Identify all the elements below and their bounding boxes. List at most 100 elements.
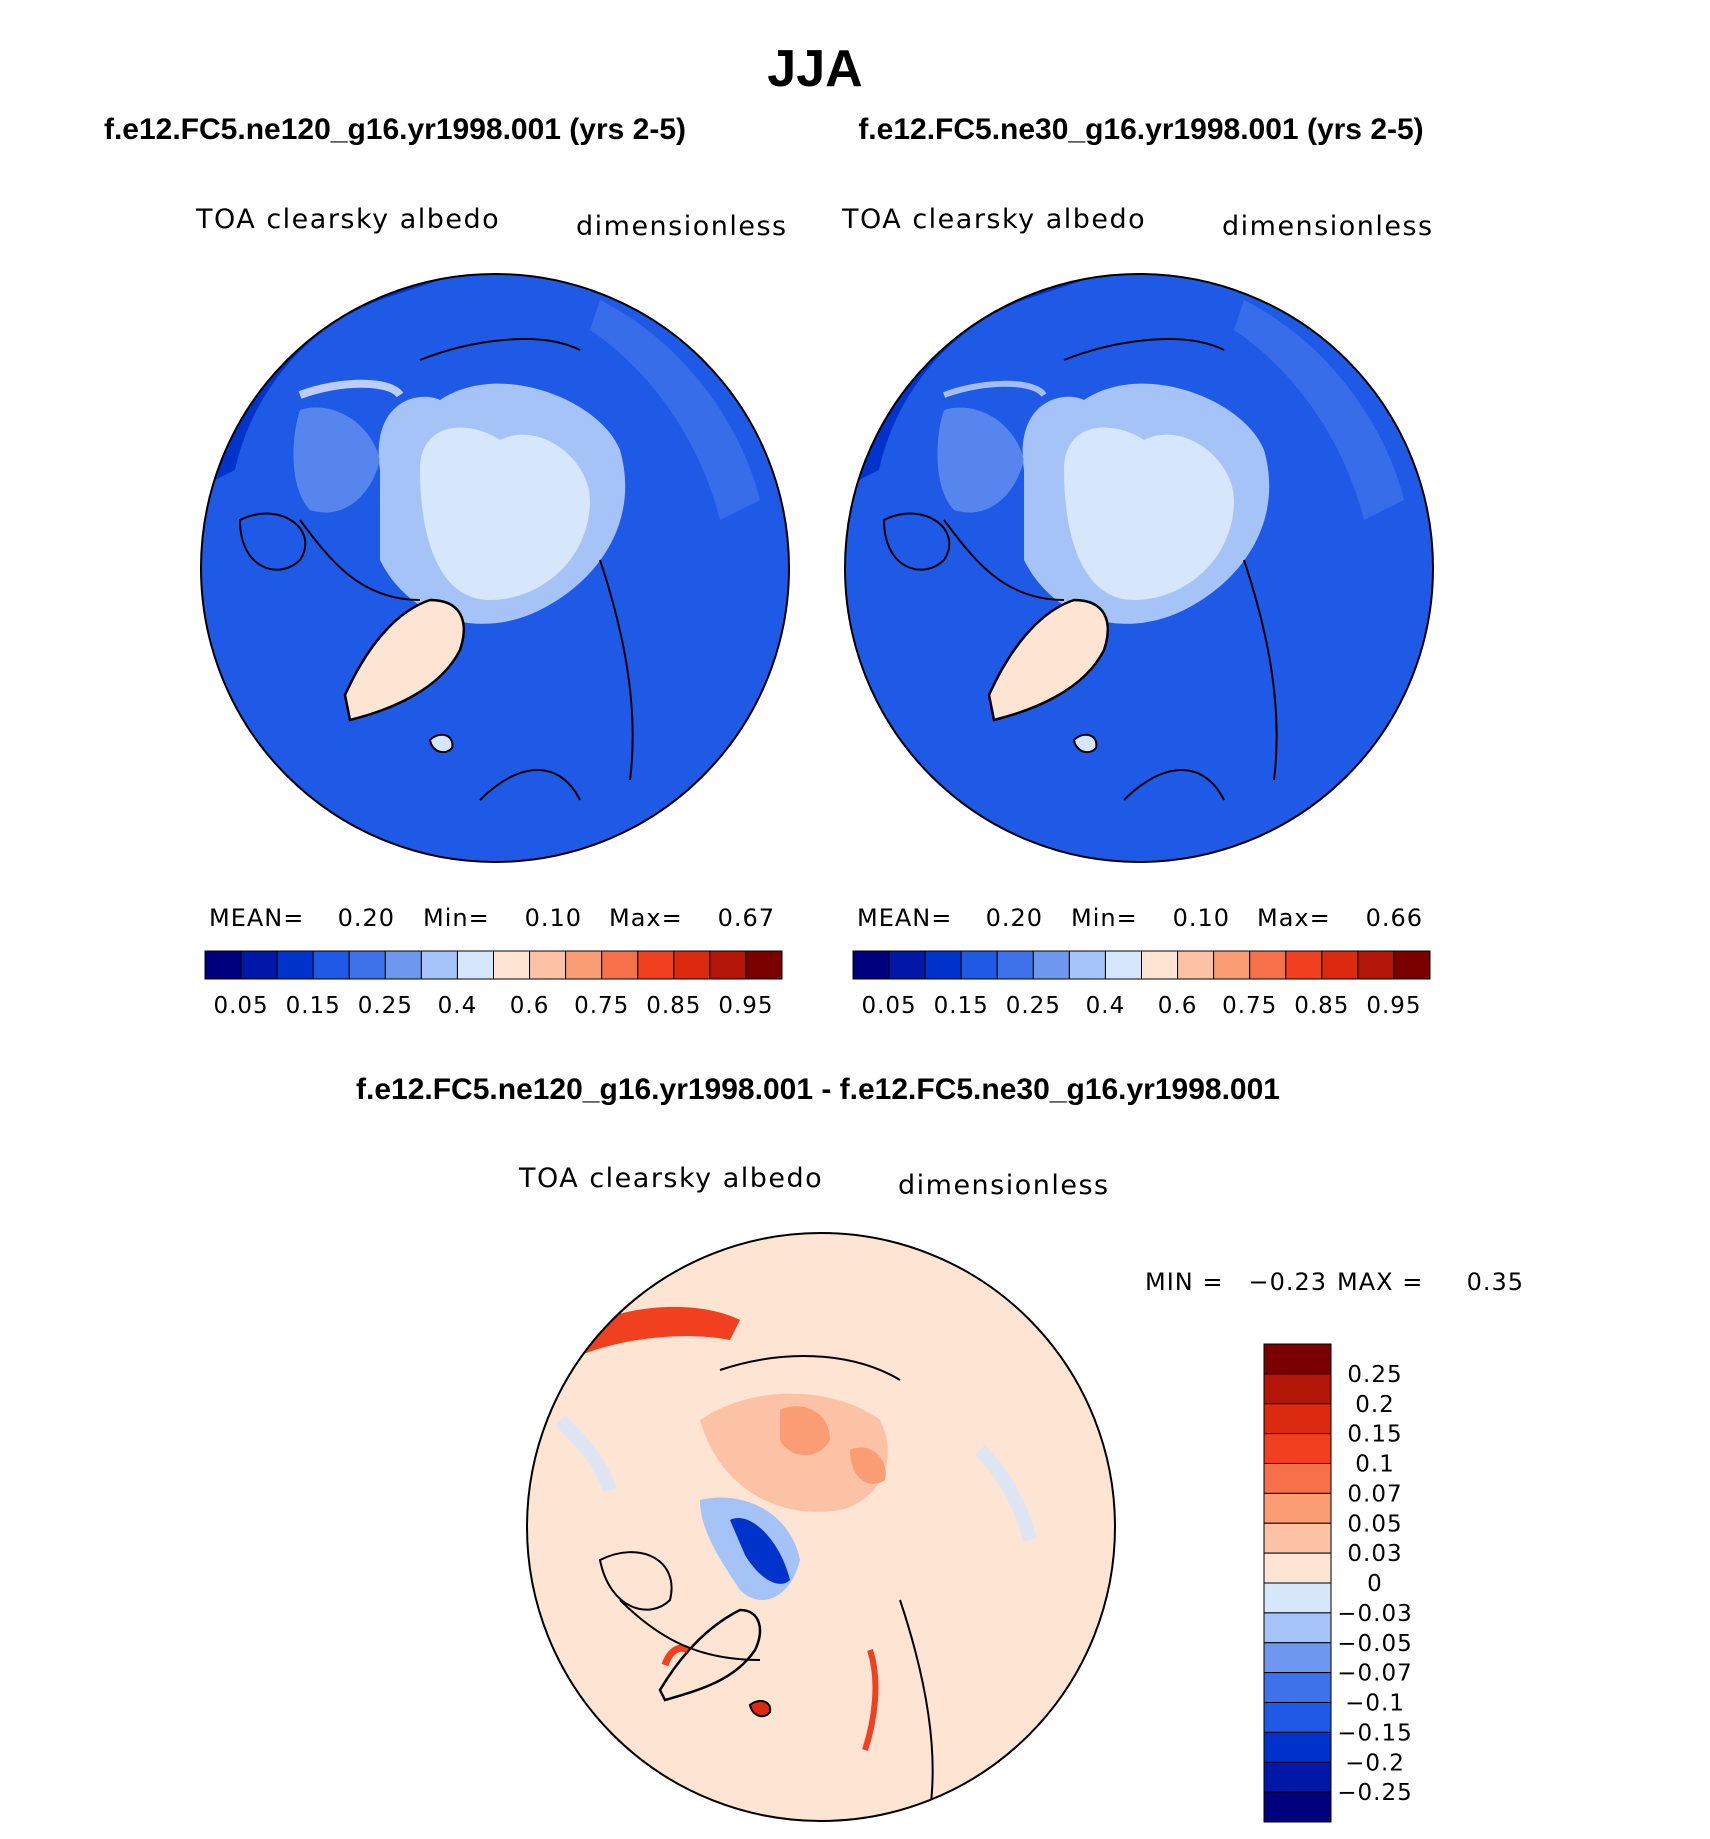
diff-max-value: 0.35 [1467, 1268, 1524, 1296]
left-case-title: f.e12.FC5.ne120_g16.yr1998.001 (yrs 2-5) [104, 113, 686, 146]
diff-colorbar-tick-label: 0 [1367, 1571, 1383, 1597]
diff-colorbar-swatch [1263, 1612, 1332, 1644]
left-colorbar-tick-label: 0.15 [286, 993, 341, 1019]
diff-max-label: MAX = [1337, 1268, 1423, 1296]
right-colorbar-swatch [1285, 950, 1323, 980]
right-colorbar-tick-label: 0.85 [1294, 993, 1349, 1019]
right-greenland [987, 598, 1109, 722]
diff-colorbar-swatch [1263, 1672, 1332, 1703]
right-colorbar-tick-label: 0.75 [1222, 993, 1277, 1019]
left-max-value: 0.67 [718, 904, 775, 932]
right-colorbar-swatch [1321, 950, 1359, 980]
left-mean-value: 0.20 [338, 904, 395, 932]
left-colorbar-swatch [709, 950, 747, 980]
left-colorbar-tick-label: 0.4 [438, 993, 478, 1019]
diff-min-label: MIN = [1145, 1268, 1223, 1296]
left-map [200, 273, 790, 863]
right-colorbar-swatch [1249, 950, 1287, 980]
right-variable-label: TOA clearsky albedo [841, 204, 1146, 235]
left-colorbar-swatch [348, 950, 386, 980]
diff-colorbar-swatch [1263, 1552, 1332, 1584]
diff-colorbar-swatch [1263, 1463, 1332, 1494]
right-colorbar-swatch [1068, 950, 1106, 980]
diff-colorbar-swatch [1263, 1522, 1332, 1554]
diff-colorbar-swatch [1263, 1373, 1332, 1405]
left-colorbar-swatch [456, 950, 494, 980]
diff-colorbar-swatch [1263, 1582, 1332, 1614]
right-max-value: 0.66 [1366, 904, 1423, 932]
left-units-label: dimensionless [576, 211, 788, 242]
left-colorbar-swatch [565, 950, 603, 980]
diff-colorbar-tick-label: −0.05 [1337, 1631, 1412, 1657]
diff-stats: MIN = −0.23 MAX = 0.35 [1145, 1268, 1524, 1296]
diff-colorbar-tick-label: 0.25 [1347, 1362, 1402, 1388]
left-colorbar-swatch [529, 950, 567, 980]
left-colorbar-swatch [384, 950, 422, 980]
diff-colorbar-swatch [1263, 1343, 1332, 1375]
right-case-title: f.e12.FC5.ne30_g16.yr1998.001 (yrs 2-5) [858, 113, 1423, 146]
diff-colorbar-tick-label: −0.15 [1337, 1720, 1412, 1746]
diff-colorbar-tick-label: −0.2 [1345, 1750, 1405, 1776]
left-colorbar-tick-label: 0.6 [510, 993, 550, 1019]
left-colorbar-swatch [745, 950, 783, 980]
diff-colorbar-tick-label: −0.03 [1337, 1601, 1412, 1627]
right-colorbar-tick-label: 0.15 [934, 993, 989, 1019]
left-stats: MEAN= 0.20 Min= 0.10 Max= 0.67 [209, 904, 775, 932]
right-colorbar-tick-label: 0.05 [861, 993, 916, 1019]
left-colorbar: 0.05 0.15 0.25 0.4 0.6 0.75 0.85 0.95 [204, 950, 783, 1019]
left-colorbar-tick-label: 0.75 [574, 993, 629, 1019]
left-colorbar-tick-label: 0.25 [358, 993, 413, 1019]
right-colorbar-swatch [888, 950, 926, 980]
diff-min-value: −0.23 [1248, 1268, 1327, 1296]
right-colorbar-tick-label: 0.25 [1006, 993, 1061, 1019]
diff-colorbar-swatch [1263, 1731, 1332, 1763]
left-region-central-ice [420, 427, 590, 600]
right-map [844, 273, 1434, 863]
right-colorbar-swatch [1213, 950, 1251, 980]
left-colorbar-tick-label: 0.95 [718, 993, 773, 1019]
left-max-label: Max= [609, 904, 683, 932]
diff-colorbar-tick-label: −0.25 [1337, 1780, 1412, 1806]
right-colorbar-swatch [1357, 950, 1395, 980]
left-colorbar-tick-label: 0.85 [646, 993, 701, 1019]
diff-colorbar-swatch [1263, 1791, 1332, 1823]
diff-colorbar-tick-label: 0.15 [1347, 1422, 1402, 1448]
right-colorbar-swatch [1141, 950, 1179, 980]
diff-colorbar-tick-label: 0.2 [1355, 1392, 1395, 1418]
left-mean-label: MEAN= [209, 904, 304, 932]
right-region-central-ice [1064, 427, 1234, 600]
right-stats: MEAN= 0.20 Min= 0.10 Max= 0.66 [857, 904, 1423, 932]
right-colorbar-swatch [1032, 950, 1070, 980]
right-colorbar-swatch [960, 950, 998, 980]
left-greenland [343, 598, 465, 722]
right-colorbar: 0.05 0.15 0.25 0.4 0.6 0.75 0.85 0.95 [852, 950, 1431, 1019]
diff-units-label: dimensionless [898, 1170, 1110, 1201]
left-colorbar-swatch [204, 950, 242, 980]
left-colorbar-swatch [276, 950, 314, 980]
right-min-label: Min= [1071, 904, 1138, 932]
left-colorbar-swatch [601, 950, 639, 980]
diff-colorbar-swatch [1263, 1433, 1332, 1464]
diff-colorbar-tick-label: 0.1 [1355, 1452, 1395, 1478]
right-colorbar-swatch [1393, 950, 1431, 980]
diff-colorbar-tick-label: 0.05 [1347, 1511, 1402, 1537]
diff-colorbar-swatch [1263, 1403, 1332, 1435]
diff-colorbar-tick-label: −0.1 [1345, 1691, 1405, 1717]
diff-variable-label: TOA clearsky albedo [518, 1163, 823, 1194]
right-min-value: 0.10 [1173, 904, 1230, 932]
left-colorbar-swatch [240, 950, 278, 980]
left-min-value: 0.10 [525, 904, 582, 932]
right-colorbar-swatch [852, 950, 890, 980]
diff-colorbar-tick-label: 0.07 [1347, 1481, 1402, 1507]
left-min-label: Min= [423, 904, 490, 932]
diff-colorbar-swatch [1263, 1761, 1332, 1793]
right-colorbar-swatch [1177, 950, 1215, 980]
right-max-label: Max= [1257, 904, 1331, 932]
figure-title: JJA [767, 40, 862, 98]
right-mean-value: 0.20 [986, 904, 1043, 932]
right-colorbar-swatch [924, 950, 962, 980]
diff-colorbar-tick-label: −0.07 [1337, 1661, 1412, 1687]
diff-map [526, 1232, 1116, 1822]
left-colorbar-swatch [673, 950, 711, 980]
